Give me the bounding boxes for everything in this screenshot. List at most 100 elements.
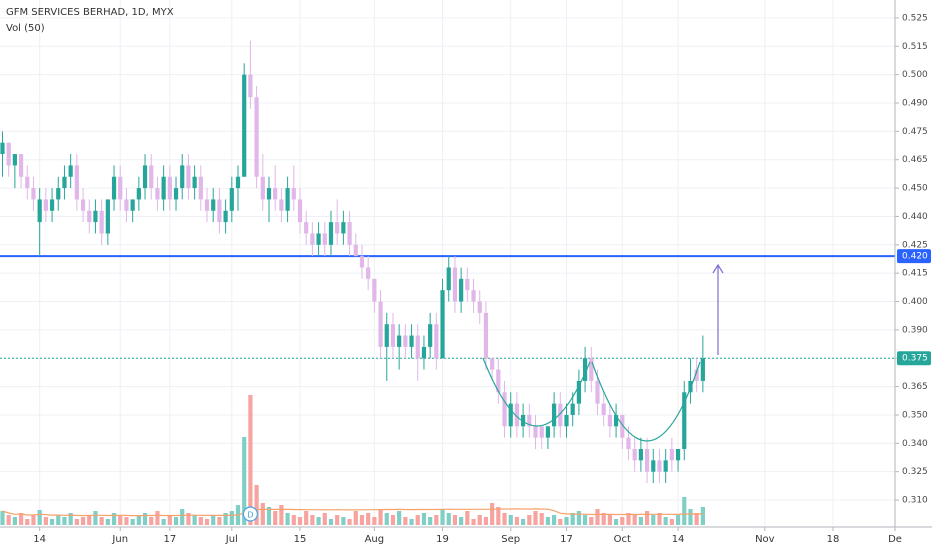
y-tick-label: 0.490 bbox=[902, 99, 928, 109]
candle-body bbox=[552, 403, 557, 427]
volume-bar bbox=[638, 517, 643, 525]
y-tick-label: 0.415 bbox=[902, 269, 928, 279]
candle-body bbox=[353, 244, 358, 257]
candle-body bbox=[496, 369, 501, 393]
y-tick-label: 0.500 bbox=[902, 70, 928, 80]
candle-body bbox=[6, 142, 11, 166]
volume-bar bbox=[669, 519, 674, 525]
chart-title: GFM SERVICES BERHAD, 1D, MYX bbox=[6, 7, 174, 18]
candle-body bbox=[173, 188, 179, 200]
volume-bar bbox=[248, 395, 253, 525]
x-tick-label: Aug bbox=[365, 534, 385, 545]
volume-pane bbox=[0, 395, 705, 525]
x-tick-label: 17 bbox=[560, 534, 573, 545]
volume-bar bbox=[657, 513, 662, 525]
candle-body bbox=[322, 233, 327, 245]
candle-body bbox=[620, 414, 625, 438]
candle-body bbox=[180, 165, 185, 189]
candle-body bbox=[663, 460, 668, 472]
candle-body bbox=[694, 369, 699, 381]
volume-bar bbox=[384, 513, 389, 525]
y-tick-label: 0.515 bbox=[902, 42, 928, 52]
volume-bar bbox=[390, 515, 396, 525]
volume-bar bbox=[6, 515, 11, 525]
volume-bar bbox=[62, 517, 67, 525]
candle-body bbox=[632, 448, 637, 461]
candle-body bbox=[409, 335, 414, 347]
candle-body bbox=[589, 358, 594, 381]
candle-body bbox=[397, 335, 402, 347]
candle-body bbox=[477, 301, 482, 313]
candle-body bbox=[291, 188, 296, 200]
volume-bar bbox=[217, 517, 222, 525]
volume-bar bbox=[682, 497, 687, 525]
candle-body bbox=[248, 74, 253, 98]
volume-bar bbox=[372, 517, 377, 525]
candle-body bbox=[582, 358, 588, 381]
y-tick-label: 0.390 bbox=[902, 325, 928, 335]
candle-body bbox=[595, 380, 600, 404]
volume-bar bbox=[266, 507, 272, 525]
candle-body bbox=[508, 403, 513, 427]
volume-bar bbox=[539, 513, 544, 525]
y-tick-label: 0.400 bbox=[902, 297, 928, 307]
candle-body bbox=[217, 199, 222, 223]
volume-bar bbox=[310, 515, 315, 525]
volume-bar bbox=[366, 513, 371, 525]
candle-body bbox=[105, 199, 110, 234]
candle-body bbox=[118, 176, 123, 200]
candle-body bbox=[644, 448, 650, 472]
candle-body bbox=[403, 335, 408, 347]
candle-body bbox=[440, 290, 445, 359]
volume-bar bbox=[49, 519, 55, 525]
volume-bar bbox=[211, 515, 216, 525]
x-tick-label: Jul bbox=[225, 534, 238, 545]
indicator-label: Vol (50) bbox=[6, 23, 45, 34]
volume-bar bbox=[359, 515, 365, 525]
candle-body bbox=[372, 278, 377, 302]
volume-bar bbox=[415, 515, 420, 525]
volume-bar bbox=[446, 513, 451, 525]
x-tick-label: Jun bbox=[111, 534, 128, 545]
volume-bar bbox=[613, 519, 619, 525]
volume-bar bbox=[459, 517, 464, 525]
price-badge-label: 0.375 bbox=[902, 354, 928, 364]
candle-body bbox=[514, 403, 520, 427]
candle-body bbox=[638, 448, 643, 461]
volume-bar bbox=[533, 511, 538, 525]
volume-bar bbox=[279, 505, 284, 525]
candle-body bbox=[310, 233, 315, 245]
volume-bar bbox=[68, 513, 73, 525]
volume-bar bbox=[25, 519, 30, 525]
candle-body bbox=[198, 176, 203, 200]
volume-bar bbox=[74, 519, 79, 525]
volume-bar bbox=[87, 515, 92, 525]
event-marker bbox=[242, 506, 259, 522]
candle-body bbox=[211, 199, 216, 211]
volume-bar bbox=[93, 511, 98, 525]
y-tick-label: 0.475 bbox=[902, 127, 928, 137]
y-tick-label: 0.365 bbox=[902, 382, 928, 392]
volume-bar bbox=[552, 515, 557, 525]
volume-bar bbox=[105, 519, 110, 525]
volume-bar bbox=[428, 517, 433, 525]
candle-body bbox=[93, 210, 98, 223]
volume-bar bbox=[37, 510, 42, 525]
volume-bar bbox=[644, 511, 650, 525]
candle-body bbox=[124, 199, 129, 211]
candle-body bbox=[0, 142, 5, 155]
volume-bar bbox=[570, 513, 575, 525]
arrow-head bbox=[712, 263, 724, 274]
volume-bar bbox=[403, 517, 408, 525]
volume-bar bbox=[483, 517, 489, 525]
candle-body bbox=[428, 324, 433, 347]
volume-bar bbox=[477, 515, 482, 525]
price-badge-label: 0.420 bbox=[902, 252, 928, 262]
candle-body bbox=[657, 460, 662, 472]
candle-body bbox=[366, 267, 371, 279]
candle-body bbox=[235, 176, 241, 189]
volume-bar bbox=[521, 519, 526, 525]
volume-bar bbox=[111, 513, 117, 525]
volume-bar bbox=[155, 511, 160, 525]
